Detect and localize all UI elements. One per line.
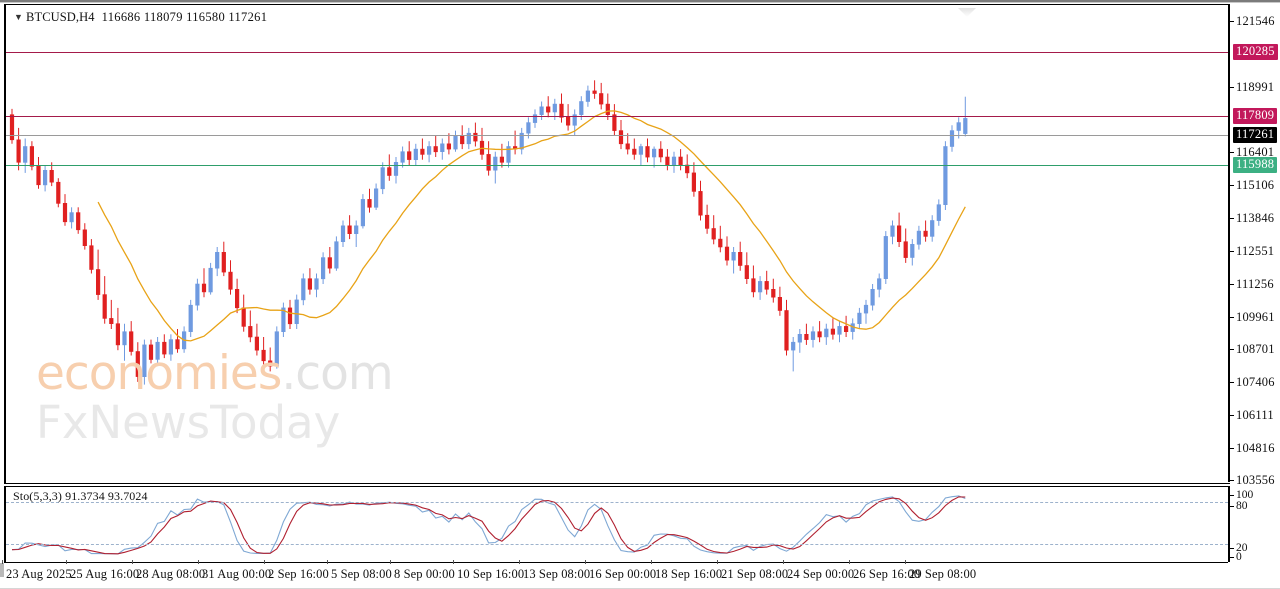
symbol-header: ▼ BTCUSD,H4 116686 118079 116580 117261 <box>14 10 267 25</box>
time-axis-tick <box>849 560 850 564</box>
time-axis[interactable]: 23 Aug 2025 25 Aug 16:00 28 Aug 08:00 31 Au… <box>2 560 1280 589</box>
price-tick-label: 104816 <box>1236 441 1275 455</box>
indicator-axis-tick <box>1230 548 1234 549</box>
price-tick-label: 106111 <box>1236 408 1274 422</box>
level-line-support-115988 <box>6 165 1228 166</box>
time-axis-tick <box>519 560 520 564</box>
symbol-timeframe-label: BTCUSD,H4 <box>26 10 95 24</box>
price-tick-label: 112551 <box>1236 244 1275 258</box>
time-axis-tick <box>905 560 906 564</box>
time-axis-label: 13 Sep 08:00 <box>523 567 591 581</box>
indicator-canvas <box>6 487 1228 561</box>
time-axis-label: 10 Sep 16:00 <box>457 567 525 581</box>
level-line-current-117261 <box>6 135 1228 136</box>
time-axis-tick <box>327 560 328 564</box>
price-tick <box>1230 317 1234 318</box>
price-badge-support: 115988 <box>1233 157 1278 173</box>
price-tick <box>1230 349 1234 350</box>
indicator-label: Sto(5,3,3) 91.3734 93.7024 <box>13 489 148 503</box>
window-top-border <box>0 0 1280 2</box>
price-tick-label: 116401 <box>1236 145 1275 159</box>
price-tick-label: 115106 <box>1236 178 1275 192</box>
indicator-level-20 <box>6 544 1228 545</box>
time-axis-label: 18 Sep 16:00 <box>655 567 723 581</box>
price-tick <box>1230 251 1234 252</box>
window-top-border-inner <box>0 2 1280 3</box>
time-axis-label: 25 Aug 16:00 <box>70 567 140 581</box>
indicator-axis-label: 20 <box>1236 542 1248 554</box>
ohlc-values: 116686 118079 116580 117261 <box>101 10 268 24</box>
time-axis-tick <box>651 560 652 564</box>
price-chart-pane[interactable]: economies.com FxNewsToday ▼ BTCUSD,H4 1166… <box>4 4 1230 484</box>
time-axis-tick <box>390 560 391 564</box>
time-axis-label: 5 Sep 08:00 <box>331 567 392 581</box>
time-axis-tick <box>264 560 265 564</box>
time-axis-tick <box>783 560 784 564</box>
price-tick-label: 107406 <box>1236 375 1275 389</box>
time-axis-tick <box>585 560 586 564</box>
price-tick-label: 109961 <box>1236 310 1275 324</box>
price-badge-resistance-upper: 120285 <box>1233 44 1278 60</box>
time-axis-label: 8 Sep 00:00 <box>394 567 455 581</box>
price-tick-label: 121546 <box>1236 14 1275 28</box>
price-tick <box>1230 448 1234 449</box>
time-axis-label: 23 Aug 2025 <box>6 567 72 581</box>
price-tick-label: 108701 <box>1236 342 1275 356</box>
time-axis-tick <box>132 560 133 564</box>
level-line-resistance-120285 <box>6 52 1228 53</box>
time-axis-label: 16 Sep 00:00 <box>589 567 657 581</box>
price-tick-label: 103556 <box>1236 473 1275 487</box>
price-tick <box>1230 415 1234 416</box>
indicator-axis-tick <box>1230 506 1234 507</box>
price-badge-resistance: 117809 <box>1233 108 1278 124</box>
price-tick <box>1230 284 1234 285</box>
candlestick-series <box>9 80 968 385</box>
chevron-down-icon[interactable]: ▼ <box>14 12 24 22</box>
time-axis-label: 31 Aug 00:00 <box>202 567 272 581</box>
price-tick-label: 118991 <box>1236 80 1275 94</box>
time-axis-label: 26 Sep 16:00 <box>853 567 921 581</box>
time-axis-tick <box>66 560 67 564</box>
time-axis-label: 29 Sep 08:00 <box>909 567 977 581</box>
time-axis-tick <box>2 560 3 564</box>
price-chart-canvas: economies.com FxNewsToday <box>6 5 1228 481</box>
time-axis-label: 21 Sep 08:00 <box>721 567 789 581</box>
price-tick <box>1230 21 1234 22</box>
indicator-axis-label: 100 <box>1236 489 1254 501</box>
time-axis-label: 2 Sep 16:00 <box>268 567 329 581</box>
price-tick <box>1230 87 1234 88</box>
price-tick <box>1230 152 1234 153</box>
time-axis-tick <box>717 560 718 564</box>
indicator-pane[interactable]: Sto(5,3,3) 91.3734 93.7024 <box>4 486 1230 564</box>
price-axis[interactable]: 121546 118991 116401 115106 113846 112551 1112… <box>1228 4 1280 486</box>
price-tick-label: 111256 <box>1236 277 1274 291</box>
stochastic-series <box>11 495 966 555</box>
level-line-resistance-117809 <box>6 116 1228 117</box>
time-axis-tick <box>453 560 454 564</box>
price-tick <box>1230 480 1234 481</box>
time-axis-border <box>4 562 1228 563</box>
price-tick <box>1230 185 1234 186</box>
stochastic-d-line <box>11 496 966 555</box>
indicator-axis-label: 0 <box>1236 551 1242 563</box>
indicator-axis: 100 80 20 0 <box>1228 486 1280 563</box>
time-axis-tick <box>198 560 199 564</box>
price-tick <box>1230 218 1234 219</box>
price-tick <box>1230 382 1234 383</box>
time-axis-label: 24 Sep 00:00 <box>787 567 855 581</box>
indicator-axis-label: 80 <box>1236 500 1248 512</box>
indicator-level-80 <box>6 502 1228 503</box>
crosshair-marker-icon <box>958 8 976 17</box>
indicator-axis-tick <box>1230 557 1234 558</box>
time-axis-label: 28 Aug 08:00 <box>136 567 206 581</box>
indicator-axis-tick <box>1230 495 1234 496</box>
stochastic-k-line <box>11 495 966 555</box>
axis-corner <box>0 563 4 577</box>
price-tick-label: 113846 <box>1236 211 1275 225</box>
price-badge-current-price: 117261 <box>1233 127 1278 143</box>
